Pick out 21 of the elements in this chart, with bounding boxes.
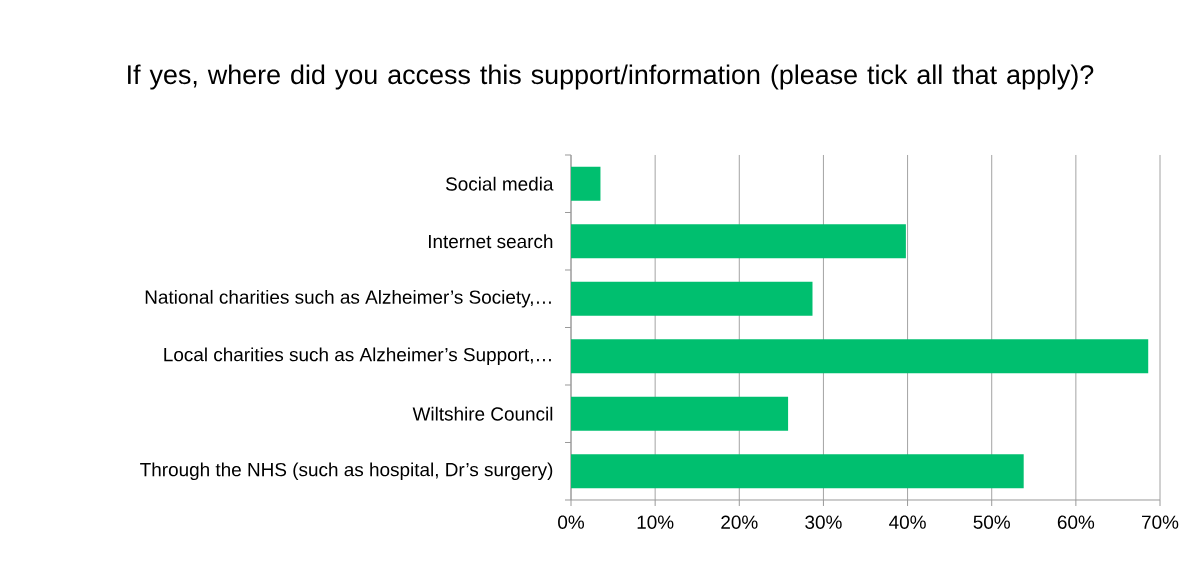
x-tick-label: 60% <box>1057 515 1095 529</box>
bar <box>571 339 1149 374</box>
y-tick-label: Internet search <box>428 234 553 249</box>
bar <box>571 454 1024 489</box>
x-tick-label: 30% <box>805 515 842 529</box>
x-tick-label: 0% <box>558 515 585 529</box>
x-tick-label: 10% <box>637 515 674 529</box>
y-tick-label: Wiltshire Council <box>412 406 553 421</box>
bar <box>571 224 906 259</box>
chart-title: If yes, where did you access this support/information (please tick all that apply)? <box>128 64 1094 90</box>
bar <box>571 281 813 316</box>
y-tick-label: Local charities such as Alzheimer’s Support,… <box>164 347 551 366</box>
x-tick-label: 20% <box>721 515 758 529</box>
bar <box>571 166 601 201</box>
y-tick-label: Social media <box>445 176 554 191</box>
bar <box>571 396 789 431</box>
x-tick-label: 70% <box>1142 515 1179 529</box>
y-tick-label: Through the NHS (such as hospital, Dr’s surgery) <box>140 462 553 481</box>
x-tick-label: 50% <box>973 515 1010 529</box>
y-tick-label: National charities such as Alzheimer’s Society,… <box>145 289 551 308</box>
x-tick-label: 40% <box>889 515 926 529</box>
